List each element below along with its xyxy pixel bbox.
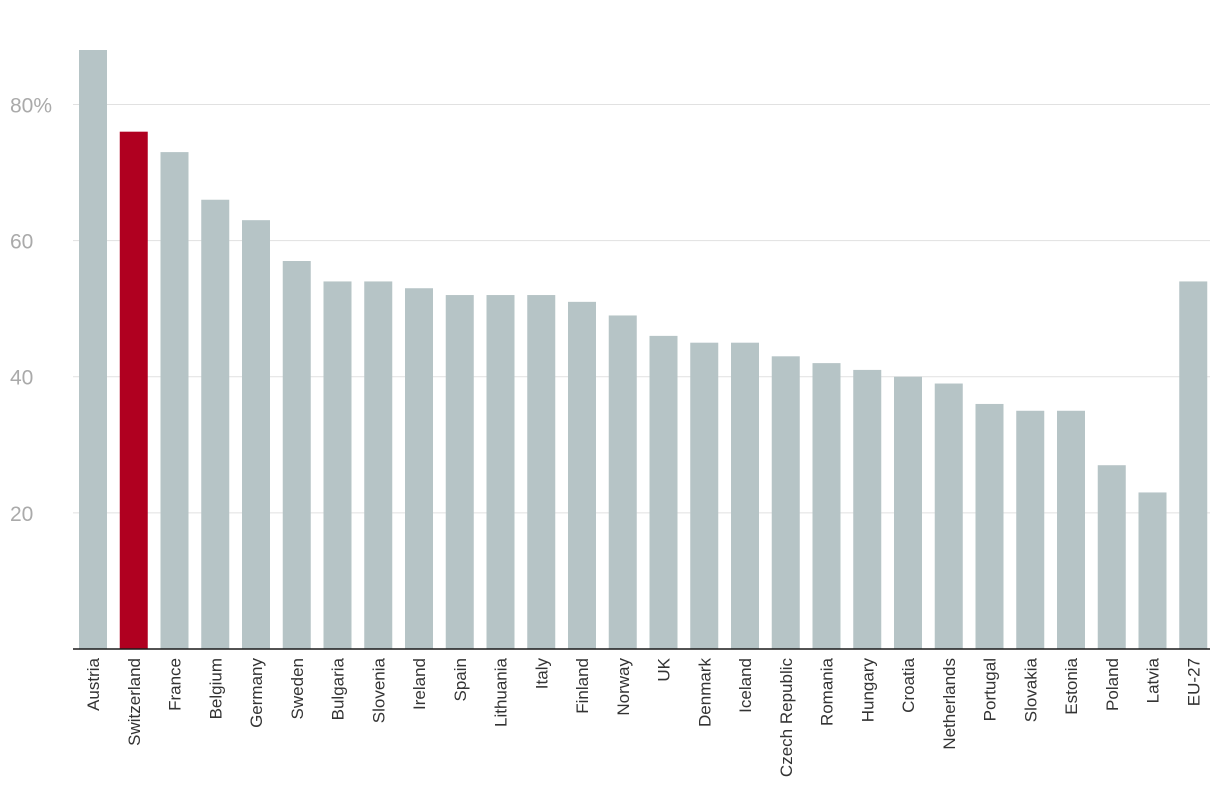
x-tick-label-belgium: Belgium bbox=[206, 658, 225, 719]
bar-uk bbox=[649, 335, 678, 649]
bar-hungary bbox=[853, 369, 882, 649]
bar-germany bbox=[242, 220, 270, 649]
bar-spain bbox=[445, 295, 474, 649]
bar-lithuania bbox=[486, 295, 515, 649]
y-axis-tick-labels: 20 40 60 80% bbox=[10, 94, 52, 525]
x-axis-tick-labels: Austria Switzerland France Belgium Germany Sw… bbox=[84, 657, 1203, 777]
x-tick-label-denmark: Denmark bbox=[695, 658, 714, 727]
x-tick-label-uk: UK bbox=[655, 657, 674, 681]
bar-poland bbox=[1097, 465, 1126, 649]
x-tick-label-iceland: Iceland bbox=[736, 658, 755, 713]
x-tick-label-estonia: Estonia bbox=[1062, 657, 1081, 714]
x-tick-label-slovenia: Slovenia bbox=[369, 657, 388, 723]
bar-croatia bbox=[894, 376, 922, 649]
bar-belgium bbox=[201, 199, 230, 649]
x-tick-label-slovakia: Slovakia bbox=[1021, 657, 1040, 722]
bar-portugal bbox=[975, 403, 1004, 649]
bar-eu-27 bbox=[1179, 281, 1208, 649]
x-tick-label-lithuania: Lithuania bbox=[492, 657, 511, 727]
bar-austria bbox=[79, 50, 107, 649]
bars bbox=[79, 50, 1208, 649]
x-tick-label-sweden: Sweden bbox=[288, 658, 307, 719]
x-tick-label-switzerland: Switzerland bbox=[125, 658, 144, 746]
x-tick-label-germany: Germany bbox=[247, 658, 266, 728]
x-tick-label-italy: Italy bbox=[532, 658, 551, 690]
x-tick-label-spain: Spain bbox=[451, 658, 470, 701]
x-tick-label-netherlands: Netherlands bbox=[940, 658, 959, 750]
bar-netherlands bbox=[934, 383, 963, 649]
x-tick-label-austria: Austria bbox=[84, 657, 103, 710]
x-tick-label-croatia: Croatia bbox=[899, 657, 918, 712]
bar-italy bbox=[527, 295, 556, 649]
bar-czech-republic bbox=[771, 356, 800, 649]
y-tick-label-80: 80% bbox=[10, 94, 52, 117]
bar-france bbox=[160, 152, 189, 649]
x-tick-label-ireland: Ireland bbox=[410, 658, 429, 710]
bar-latvia bbox=[1138, 492, 1167, 649]
bar-switzerland bbox=[119, 131, 148, 649]
bar-slovenia bbox=[364, 281, 393, 649]
y-tick-label-40: 40 bbox=[10, 367, 33, 390]
bar-denmark bbox=[690, 342, 719, 649]
x-tick-label-bulgaria: Bulgaria bbox=[329, 657, 348, 720]
x-tick-label-poland: Poland bbox=[1103, 658, 1122, 711]
x-tick-label-portugal: Portugal bbox=[981, 658, 1000, 721]
bar-iceland bbox=[731, 342, 759, 649]
x-tick-label-romania: Romania bbox=[818, 657, 837, 726]
x-tick-label-eu-27: EU-27 bbox=[1184, 658, 1203, 706]
y-tick-label-60: 60 bbox=[10, 231, 33, 254]
x-tick-label-latvia: Latvia bbox=[1144, 657, 1163, 703]
x-tick-label-czech-republic: Czech Republic bbox=[777, 658, 796, 778]
bar-finland bbox=[568, 301, 596, 649]
bar-ireland bbox=[405, 288, 433, 649]
bar-norway bbox=[608, 315, 637, 649]
bar-bulgaria bbox=[323, 281, 352, 649]
bar-estonia bbox=[1057, 410, 1085, 649]
bar-slovakia bbox=[1016, 410, 1045, 649]
x-tick-label-hungary: Hungary bbox=[858, 658, 877, 723]
x-tick-label-france: France bbox=[166, 658, 185, 711]
x-tick-label-finland: Finland bbox=[573, 658, 592, 714]
x-tick-label-norway: Norway bbox=[614, 658, 633, 716]
bar-romania bbox=[812, 363, 841, 649]
y-tick-label-20: 20 bbox=[10, 503, 33, 526]
bar-sweden bbox=[282, 261, 311, 649]
